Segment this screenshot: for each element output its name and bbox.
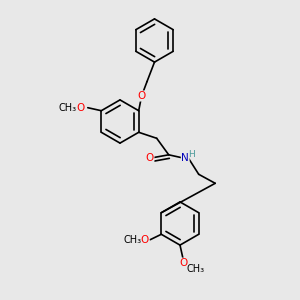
Text: O: O xyxy=(141,235,149,245)
Text: N: N xyxy=(181,153,189,163)
Text: CH₃: CH₃ xyxy=(58,103,76,113)
Text: O: O xyxy=(76,103,84,113)
Text: CH₃: CH₃ xyxy=(187,263,205,274)
Text: H: H xyxy=(188,150,195,159)
Text: O: O xyxy=(179,258,187,268)
Text: O: O xyxy=(137,91,146,101)
Text: O: O xyxy=(146,153,154,163)
Text: CH₃: CH₃ xyxy=(123,235,141,245)
